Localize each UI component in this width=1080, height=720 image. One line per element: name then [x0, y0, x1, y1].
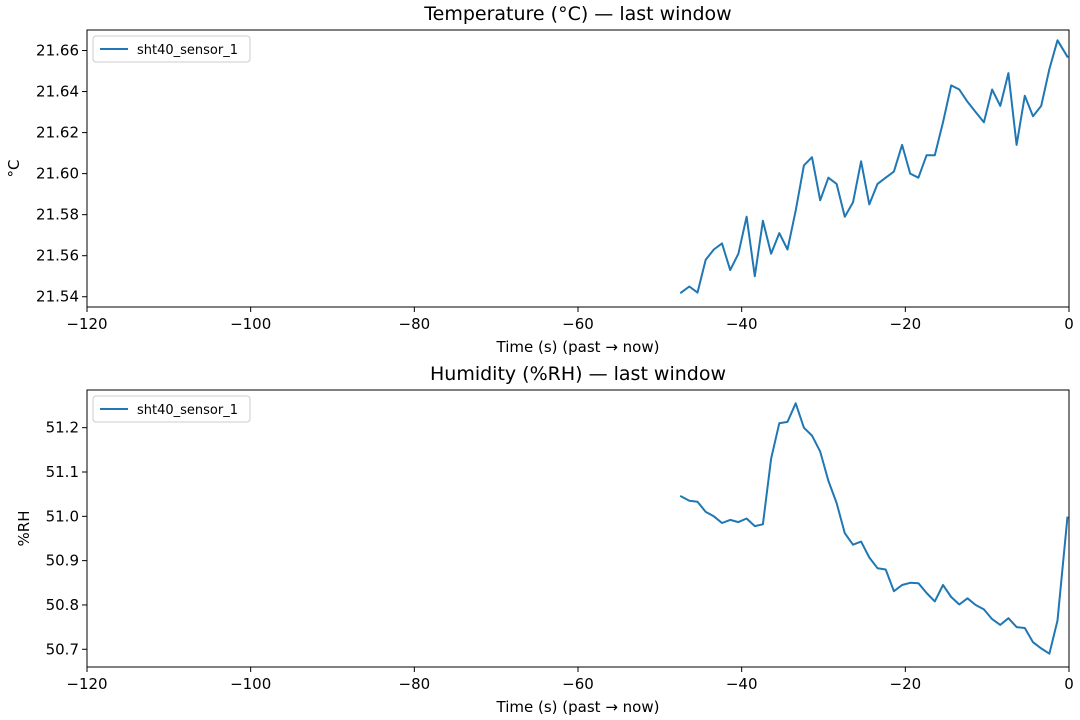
chart-title: Temperature (°C) — last window	[423, 3, 731, 25]
y-tick-label: 50.7	[46, 640, 79, 658]
legend-box	[92, 395, 251, 423]
x-tick-label: 0	[1064, 675, 1074, 693]
y-tick-label: 51.2	[46, 419, 79, 437]
legend: sht40_sensor_1	[92, 395, 251, 423]
y-tick-label: 21.56	[36, 247, 79, 265]
series-line	[679, 39, 1069, 294]
y-tick-label: 51.0	[46, 507, 79, 525]
legend-box	[92, 35, 251, 63]
y-tick-label: 21.62	[36, 124, 79, 142]
x-tick-label: −100	[230, 675, 271, 693]
legend-label: sht40_sensor_1	[137, 403, 238, 418]
y-tick-label: 51.1	[46, 463, 79, 481]
x-axis-label: Time (s) (past → now)	[496, 698, 660, 716]
x-axis-label: Time (s) (past → now)	[496, 338, 660, 356]
x-tick-label: −40	[726, 315, 758, 333]
x-tick-label: −120	[66, 675, 107, 693]
y-tick-label: 50.8	[46, 596, 79, 614]
legend: sht40_sensor_1	[92, 35, 251, 63]
y-tick-label: 21.54	[36, 288, 79, 306]
chart-title: Humidity (%RH) — last window	[430, 363, 726, 385]
series-line	[679, 402, 1069, 655]
x-tick-label: 0	[1064, 315, 1074, 333]
plot-area-frame	[86, 389, 1070, 668]
y-tick-label: 21.60	[36, 165, 79, 183]
y-tick-label: 21.64	[36, 83, 79, 101]
y-tick-label: 50.9	[46, 552, 79, 570]
x-tick-label: −80	[399, 675, 431, 693]
x-tick-label: −20	[890, 675, 922, 693]
x-tick-label: −60	[562, 675, 594, 693]
chart-panel-2: Humidity (%RH) — last window −120 −100 −80 −…	[15, 363, 1074, 716]
x-tick-label: −120	[66, 315, 107, 333]
y-axis-label: °C	[5, 160, 23, 178]
x-tick-label: −20	[890, 315, 922, 333]
x-tick-label: −100	[230, 315, 271, 333]
y-tick-label: 21.58	[36, 206, 79, 224]
chart-panel-1: Temperature (°C) — last window −120 −100 −8…	[5, 3, 1074, 356]
x-tick-label: −60	[562, 315, 594, 333]
y-axis-label: %RH	[15, 511, 33, 547]
y-tick-label: 21.66	[36, 42, 79, 60]
x-tick-label: −40	[726, 675, 758, 693]
x-tick-label: −80	[399, 315, 431, 333]
legend-label: sht40_sensor_1	[137, 43, 238, 58]
